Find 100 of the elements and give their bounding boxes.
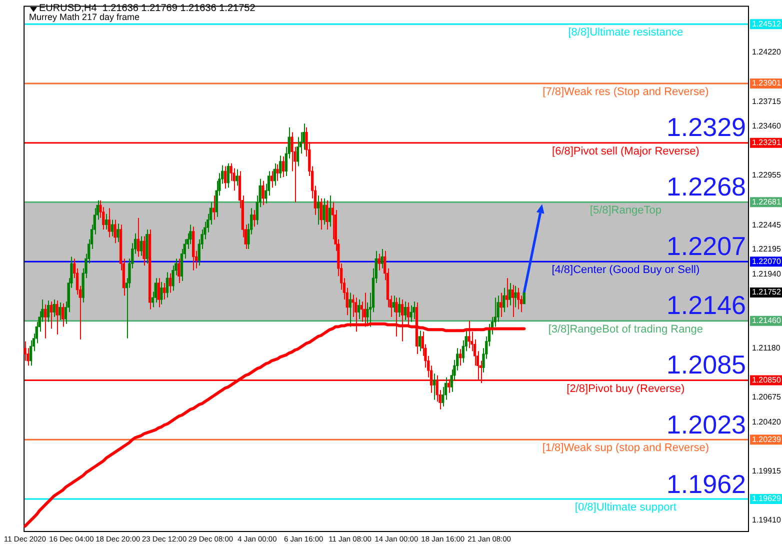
candlestick [273, 162, 276, 186]
candlestick [24, 340, 26, 362]
candlestick [500, 292, 502, 318]
candlestick [357, 299, 360, 320]
ref-line-label: [6/8]Pivot sell (Major Reverse) [552, 145, 700, 158]
annotation: 1.2146 [666, 290, 746, 320]
candlestick [61, 302, 64, 328]
candlestick [432, 372, 436, 400]
candlestick [279, 155, 282, 178]
candlestick [505, 278, 508, 308]
candlestick [160, 282, 163, 305]
annotation: 1.2329 [666, 112, 746, 142]
candlestick [325, 200, 328, 230]
candlestick [224, 166, 227, 190]
candlestick [110, 219, 114, 237]
y-tick-label: 1.23715 [752, 96, 782, 106]
candlestick [328, 194, 332, 228]
candlestick [104, 213, 108, 230]
candlestick [58, 302, 62, 320]
y-tick-label: 1.22070 [752, 256, 782, 266]
ref-line-label: [3/8]RangeBot of trading Range [548, 323, 704, 336]
ref-line-label: [0/8]Ultimate support [574, 502, 676, 514]
candlestick [252, 210, 256, 228]
candlestick [404, 300, 406, 320]
ref-line-label: [4/8]Center (Good Buy or Sell) [552, 264, 700, 276]
candlestick [50, 300, 52, 330]
candlestick [116, 223, 120, 243]
y-tick-label: 1.20420 [752, 417, 782, 426]
candlestick [316, 194, 320, 226]
y-tick-label: 1.20675 [752, 392, 782, 402]
candlestick [189, 224, 192, 245]
y-tick-label: 1.21940 [752, 269, 782, 278]
y-tick-label: 1.19629 [752, 494, 782, 504]
y-tick-label: 1.20239 [752, 434, 782, 444]
candlestick [157, 278, 160, 308]
candlestick [162, 282, 166, 300]
annotation: 1.2085 [666, 349, 746, 380]
y-tick-label: 1.22195 [752, 244, 782, 254]
candlestick [140, 236, 142, 256]
candlestick [380, 248, 384, 269]
y-tick-label: 1.22955 [752, 170, 782, 180]
y-tick-label: 1.21460 [752, 316, 782, 326]
candlestick [516, 287, 520, 310]
candlestick [270, 170, 274, 188]
candlestick [514, 285, 517, 308]
annotation: 1.2268 [666, 171, 746, 202]
annotation: 1.2207 [666, 230, 746, 261]
y-tick-label: 1.23291 [752, 138, 782, 148]
candlestick [282, 156, 285, 178]
candlestick [398, 297, 401, 318]
ref-line-label: [2/8]Pivot buy (Reverse) [566, 382, 685, 395]
candlestick [508, 282, 511, 306]
candlestick [136, 217, 140, 258]
candlestick [418, 330, 421, 352]
text: Murrey Math 217 day frame [29, 12, 140, 22]
candlestick [276, 164, 279, 182]
candlestick [44, 304, 47, 339]
candlestick [30, 340, 32, 366]
candlestick [180, 248, 184, 282]
annotation: 1.2023 [666, 410, 746, 440]
candlestick [142, 236, 146, 266]
candlestick [392, 295, 395, 313]
y-tick-label: 1.24512 [752, 19, 782, 28]
candlestick [166, 272, 169, 298]
ref-line-label: [1/8]Weak sup (stop and Reverse) [542, 442, 710, 454]
candlestick [511, 284, 514, 318]
candlestick [348, 292, 352, 328]
ref-line-label: [5/8]RangeTop [590, 204, 662, 217]
candlestick [302, 122, 305, 150]
candlestick [458, 348, 462, 366]
ref-line-label: [8/8]Ultimate resistance [568, 26, 684, 39]
candlestick [52, 299, 56, 318]
y-tick-label: 1.22681 [752, 197, 782, 206]
y-tick-label: 1.23460 [752, 122, 782, 131]
ref-line-label: [7/8]Weak res (Stop and Reverse) [542, 86, 709, 98]
y-tick-label: 1.21180 [752, 343, 781, 352]
y-tick-label: 1.19410 [752, 516, 782, 525]
candlestick [502, 287, 506, 313]
candlestick [320, 198, 322, 230]
candlestick [262, 180, 264, 206]
y-tick-label: 1.23901 [752, 78, 782, 88]
candlestick [108, 208, 111, 238]
candlestick [412, 300, 416, 320]
y-tick-label: 1.22445 [752, 220, 782, 230]
y-tick-label: 1.20850 [752, 375, 782, 384]
candlestick [378, 253, 380, 271]
candlestick [410, 304, 412, 322]
candlestick [322, 198, 326, 226]
y-tick-label: 1.24220 [752, 48, 782, 57]
candlestick [56, 300, 58, 336]
candlestick [114, 219, 116, 244]
candlestick [232, 168, 236, 192]
candlestick [296, 136, 300, 167]
y-tick-label: 1.19915 [752, 466, 782, 476]
y-tick-label: 1.21752 [752, 288, 782, 297]
candlestick [442, 386, 444, 408]
candlestick [226, 162, 230, 188]
candlestick [46, 300, 50, 322]
candlestick [236, 168, 238, 186]
annotation: 1.1962 [666, 469, 746, 500]
